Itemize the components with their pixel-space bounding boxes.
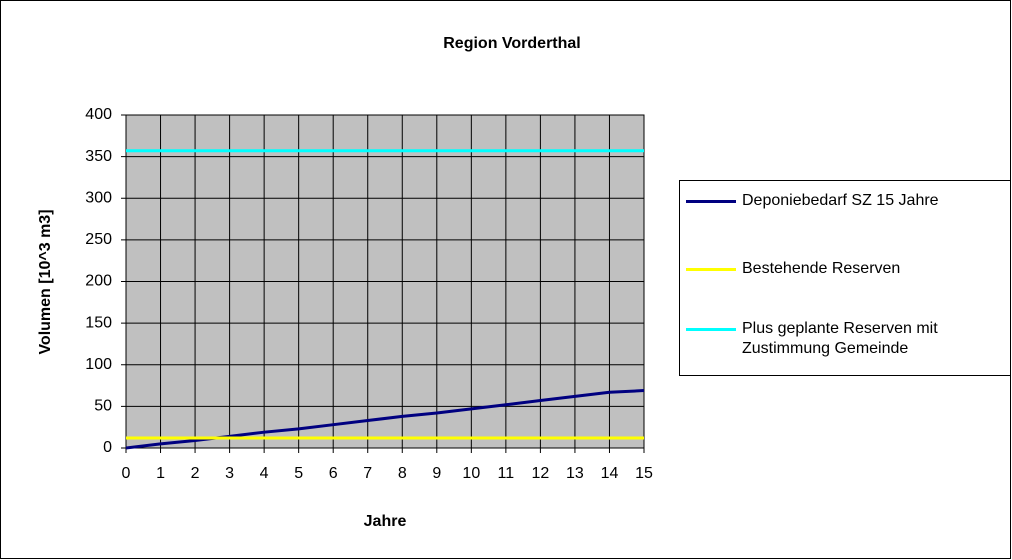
x-tick-label: 3 [225, 465, 234, 482]
y-axis-label: Volumen [10^3 m3] [37, 209, 54, 354]
x-tick-label: 14 [601, 465, 619, 482]
y-tick-label: 350 [85, 148, 112, 165]
y-tick-label: 250 [85, 231, 112, 248]
legend-swatch [686, 328, 736, 331]
legend-swatch [686, 268, 736, 271]
legend-entry: Deponiebedarf SZ 15 Jahre [686, 191, 1008, 211]
x-tick-label: 1 [156, 465, 165, 482]
x-tick-label: 5 [294, 465, 303, 482]
plot-border [125, 114, 645, 449]
x-tick-label: 7 [363, 465, 372, 482]
legend-swatch [686, 200, 736, 203]
legend-label: Bestehende Reserven [742, 260, 901, 277]
x-tick-label: 12 [532, 465, 550, 482]
y-tick-label: 150 [85, 314, 112, 331]
y-tick-label: 0 [103, 439, 112, 456]
legend-entry: Plus geplante Reserven mit Zustimmung Ge… [686, 319, 1008, 359]
x-tick-label: 4 [260, 465, 269, 482]
x-tick-label: 2 [191, 465, 200, 482]
x-axis-label: Jahre [364, 513, 407, 530]
y-tick-label: 300 [85, 189, 112, 206]
x-tick-label: 9 [432, 465, 441, 482]
legend-label: Deponiebedarf SZ 15 Jahre [742, 192, 939, 209]
y-tick-label: 100 [85, 356, 112, 373]
legend: Deponiebedarf SZ 15 Jahre Bestehende Rese… [679, 180, 1011, 376]
x-tick-label: 11 [498, 465, 515, 482]
legend-entry: Bestehende Reserven [686, 259, 1008, 279]
x-tick-label: 8 [398, 465, 407, 482]
x-tick-label: 13 [566, 465, 584, 482]
legend-label: Plus geplante Reserven mit Zustimmung Ge… [742, 320, 938, 357]
x-tick-label: 15 [635, 465, 653, 482]
x-tick-label: 0 [122, 465, 131, 482]
x-tick-label: 6 [329, 465, 338, 482]
y-tick-label: 50 [94, 398, 112, 415]
y-tick-label: 200 [85, 273, 112, 290]
x-tick-label: 10 [462, 465, 480, 482]
chart-title: Region Vorderthal [443, 35, 581, 52]
y-tick-label: 400 [85, 106, 112, 123]
